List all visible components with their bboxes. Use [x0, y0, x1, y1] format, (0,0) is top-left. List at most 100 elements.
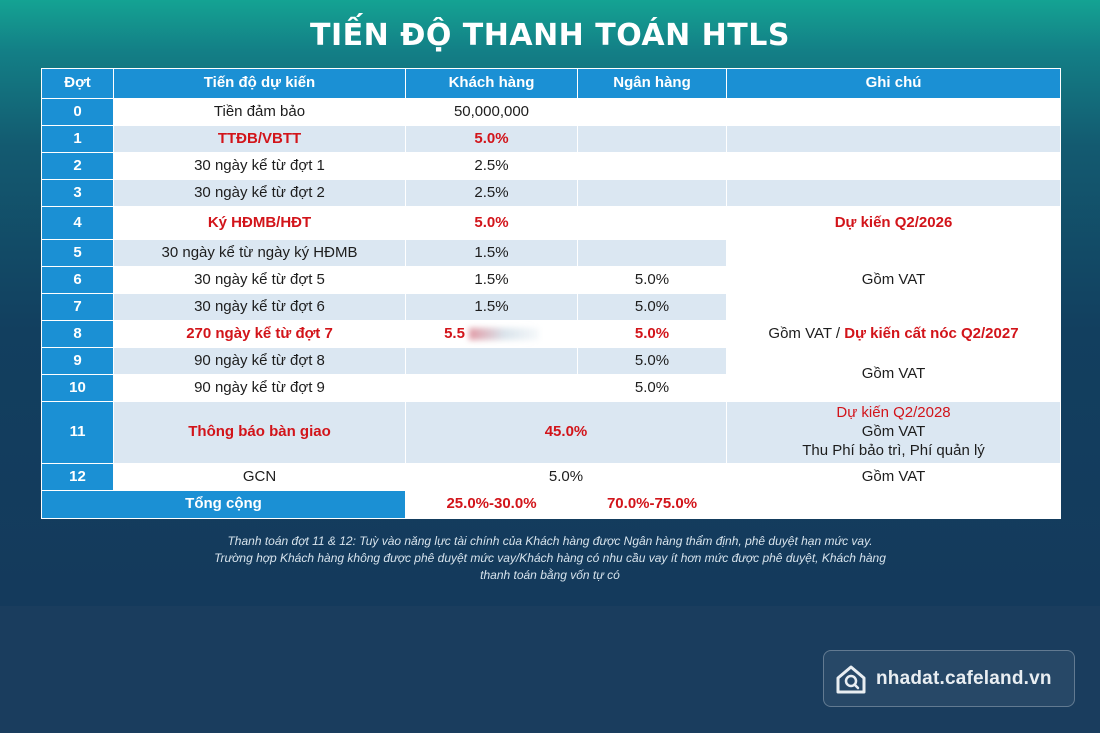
- watermark: nhadat.cafeland.vn: [823, 650, 1075, 707]
- table-row: 7 30 ngày kể từ đợt 6 1.5% 5.0%: [41, 293, 1061, 321]
- customer-cell: 1.5%: [405, 293, 578, 321]
- note-cell: [726, 98, 1061, 126]
- customer-cell: 1.5%: [405, 239, 578, 267]
- total-note: [726, 490, 1061, 519]
- row-number: 2: [41, 152, 114, 180]
- table-row: 10 90 ngày kể từ đợt 9 5.0%: [41, 374, 1061, 402]
- bank-cell: 5.0%: [577, 293, 727, 321]
- note-vat: Gồm VAT: [861, 423, 926, 441]
- total-label: Tổng cộng: [41, 490, 406, 519]
- col-header-dot: Đợt: [41, 68, 114, 99]
- bottom-band: [0, 606, 1100, 733]
- col-header-tien-do: Tiến độ dự kiến: [113, 68, 406, 99]
- schedule-cell: 30 ngày kể từ đợt 2: [113, 179, 406, 207]
- note-cell: Gồm VAT: [726, 463, 1061, 491]
- combined-payment-cell: 5.0%: [405, 463, 727, 491]
- note-cell: [726, 125, 1061, 153]
- note-cell-merged: Gồm VAT: [726, 347, 1061, 402]
- table-row: 11 Thông báo bàn giao 45.0% Dự kiến Q2/2…: [41, 401, 1061, 464]
- schedule-cell: GCN: [113, 463, 406, 491]
- note-cell: Gồm VAT / Dự kiến cất nóc Q2/2027: [726, 320, 1061, 348]
- table-row: 12 GCN 5.0% Gồm VAT: [41, 463, 1061, 491]
- customer-cell: [405, 347, 578, 375]
- table-row: 8 270 ngày kể từ đợt 7 5.5 5.0% Gồm VAT …: [41, 320, 1061, 348]
- table-row: 6 30 ngày kể từ đợt 5 1.5% 5.0%: [41, 266, 1061, 294]
- schedule-cell: Ký HĐMB/HĐT: [113, 206, 406, 240]
- bank-cell: 5.0%: [577, 347, 727, 375]
- bank-cell: [577, 206, 727, 240]
- note-vat: Gồm VAT /: [768, 324, 841, 342]
- customer-cell: 2.5%: [405, 152, 578, 180]
- table-row: 5 30 ngày kể từ ngày ký HĐMB 1.5% Gồm VA…: [41, 239, 1061, 321]
- row-number: 11: [41, 401, 114, 464]
- combined-payment-cell: 45.0%: [405, 401, 727, 464]
- customer-value: 5.5: [444, 324, 465, 342]
- schedule-cell: 90 ngày kể từ đợt 9: [113, 374, 406, 402]
- footnote-line: Trường hợp Khách hàng không được phê duy…: [214, 551, 886, 565]
- row-number: 9: [41, 347, 114, 375]
- col-header-khach-hang: Khách hàng: [405, 68, 578, 99]
- customer-cell: 5.0%: [405, 206, 578, 240]
- bank-cell: [577, 98, 727, 126]
- row-number: 6: [41, 266, 114, 294]
- schedule-cell: 30 ngày kể từ đợt 5: [113, 266, 406, 294]
- row-number: 1: [41, 125, 114, 153]
- payment-schedule-table: Đợt Tiến độ dự kiến Khách hàng Ngân hàng…: [41, 68, 1061, 519]
- table-header-row: Đợt Tiến độ dự kiến Khách hàng Ngân hàng…: [41, 68, 1061, 99]
- customer-cell: 5.0%: [405, 125, 578, 153]
- row-number: 8: [41, 320, 114, 348]
- bank-cell: 5.0%: [577, 374, 727, 402]
- row-number: 5: [41, 239, 114, 267]
- watermark-text: nhadat.cafeland.vn: [876, 667, 1052, 689]
- total-row: Tổng cộng 25.0%-30.0% 70.0%-75.0%: [41, 490, 1061, 519]
- table-row: 4 Ký HĐMB/HĐT 5.0% Dự kiến Q2/2026: [41, 206, 1061, 240]
- table-row: 1 TTĐB/VBTT 5.0%: [41, 125, 1061, 153]
- bank-cell: [577, 125, 727, 153]
- bank-cell: [577, 152, 727, 180]
- note-cell: Dự kiến Q2/2026: [726, 206, 1061, 240]
- schedule-cell: 90 ngày kể từ đợt 8: [113, 347, 406, 375]
- bank-cell: [577, 179, 727, 207]
- footnote-line: thanh toán bằng vốn tự có: [480, 568, 620, 582]
- footnote: Thanh toán đợt 11 & 12: Tuỳ vào năng lực…: [110, 533, 990, 584]
- note-fees: Thu Phí bảo trì, Phí quản lý: [802, 441, 985, 459]
- customer-cell: [405, 374, 578, 402]
- blurred-overlay: [468, 327, 539, 340]
- table-row: 3 30 ngày kể từ đợt 2 2.5%: [41, 179, 1061, 207]
- note-cell-merged: Gồm VAT: [726, 239, 1061, 321]
- page-title: TIẾN ĐỘ THANH TOÁN HTLS: [310, 18, 790, 53]
- schedule-cell: 30 ngày kể từ ngày ký HĐMB: [113, 239, 406, 267]
- total-customer: 25.0%-30.0%: [405, 490, 578, 519]
- total-bank: 70.0%-75.0%: [577, 490, 727, 519]
- schedule-cell: 30 ngày kể từ đợt 1: [113, 152, 406, 180]
- customer-cell: 2.5%: [405, 179, 578, 207]
- schedule-cell: Tiền đảm bảo: [113, 98, 406, 126]
- row-number: 10: [41, 374, 114, 402]
- col-header-ngan-hang: Ngân hàng: [577, 68, 727, 99]
- table-row: 0 Tiền đảm bảo 50,000,000: [41, 98, 1061, 126]
- customer-cell: 1.5%: [405, 266, 578, 294]
- bank-cell: 5.0%: [577, 266, 727, 294]
- customer-cell: 5.5: [405, 320, 578, 348]
- row-number: 7: [41, 293, 114, 321]
- schedule-cell: TTĐB/VBTT: [113, 125, 406, 153]
- row-number: 0: [41, 98, 114, 126]
- schedule-cell: Thông báo bàn giao: [113, 401, 406, 464]
- row-number: 3: [41, 179, 114, 207]
- note-handover-date: Dự kiến Q2/2028: [836, 404, 951, 422]
- bank-cell: 5.0%: [577, 320, 727, 348]
- bank-cell: [577, 239, 727, 267]
- footnote-line: Thanh toán đợt 11 & 12: Tuỳ vào năng lực…: [227, 534, 873, 548]
- schedule-cell: 270 ngày kể từ đợt 7: [113, 320, 406, 348]
- table-row: 9 90 ngày kể từ đợt 8 5.0% Gồm VAT: [41, 347, 1061, 402]
- note-cell: [726, 152, 1061, 180]
- row-number: 12: [41, 463, 114, 491]
- table-row: 2 30 ngày kể từ đợt 1 2.5%: [41, 152, 1061, 180]
- house-search-icon: [836, 665, 866, 693]
- row-number: 4: [41, 206, 114, 240]
- note-roof-topping: Dự kiến cất nóc Q2/2027: [844, 324, 1019, 342]
- schedule-cell: 30 ngày kể từ đợt 6: [113, 293, 406, 321]
- note-cell: [726, 179, 1061, 207]
- customer-cell: 50,000,000: [405, 98, 578, 126]
- col-header-ghi-chu: Ghi chú: [726, 68, 1061, 99]
